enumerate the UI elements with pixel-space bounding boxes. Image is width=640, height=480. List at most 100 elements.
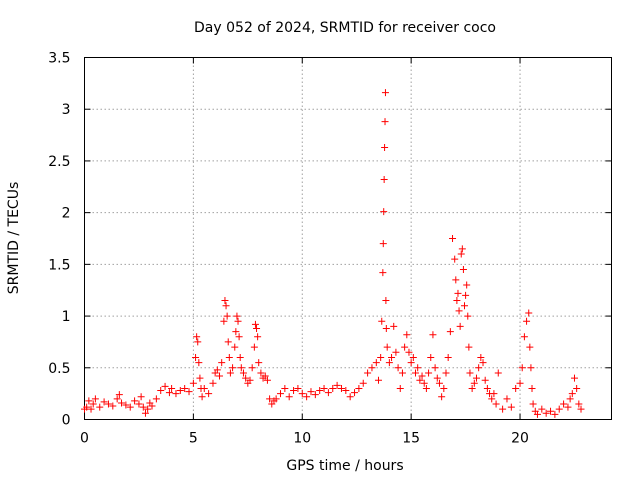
data-point [235, 333, 243, 341]
data-point [351, 389, 359, 397]
data-point [468, 384, 476, 392]
data-point [307, 388, 315, 396]
data-point [122, 401, 130, 409]
data-point [333, 381, 341, 389]
data-point [494, 369, 502, 377]
data-point [380, 176, 388, 184]
data-point [213, 366, 221, 374]
data-point [380, 208, 388, 216]
data-point [276, 390, 284, 398]
data-point [118, 399, 126, 407]
chart-title: Day 052 of 2024, SRMTID for receiver coc… [194, 20, 496, 36]
data-point [374, 376, 382, 384]
data-point [523, 317, 531, 325]
plot-frame [84, 57, 612, 420]
data-point [85, 397, 93, 405]
data-point [205, 390, 213, 398]
data-point [250, 343, 258, 351]
data-point [481, 376, 489, 384]
data-point [137, 393, 145, 401]
data-point [455, 307, 463, 315]
data-point [394, 364, 402, 372]
data-point [459, 266, 467, 274]
data-point [192, 353, 200, 361]
data-point [466, 369, 474, 377]
data-point [165, 389, 173, 397]
data-point [382, 324, 390, 332]
data-point [433, 374, 441, 382]
data-point [438, 393, 446, 401]
data-point [364, 369, 372, 377]
data-point [196, 374, 204, 382]
data-point [181, 384, 189, 392]
data-point [316, 387, 324, 395]
y-tick-label: 2 [62, 206, 71, 222]
data-point [224, 338, 232, 346]
data-point [475, 364, 483, 372]
data-point [229, 364, 237, 372]
data-point [189, 379, 197, 387]
data-point [401, 343, 409, 351]
data-point [236, 353, 244, 361]
data-point [355, 384, 363, 392]
data-point [135, 400, 143, 408]
data-point [91, 395, 99, 403]
data-point [303, 393, 311, 401]
data-point [381, 89, 389, 97]
data-point [470, 379, 478, 387]
data-point [422, 384, 430, 392]
data-point [168, 384, 176, 392]
data-point [139, 403, 147, 411]
data-point [564, 403, 572, 411]
data-point [254, 333, 262, 341]
data-point [412, 369, 420, 377]
data-point [257, 369, 265, 377]
data-point [248, 364, 256, 372]
data-point [298, 390, 306, 398]
data-point [144, 405, 152, 413]
data-point [464, 312, 472, 320]
y-tick-label: 2.5 [48, 154, 70, 170]
data-point [560, 400, 568, 408]
data-point [172, 390, 180, 398]
x-tick-label: 10 [293, 431, 311, 447]
data-point [503, 395, 511, 403]
data-point [126, 403, 134, 411]
data-point [446, 328, 454, 336]
data-point [232, 328, 240, 336]
data-point [320, 384, 328, 392]
data-point [409, 353, 417, 361]
data-point [431, 364, 439, 372]
data-point [231, 343, 239, 351]
data-point [390, 322, 398, 330]
data-point [383, 343, 391, 351]
data-point [176, 387, 184, 395]
data-point [263, 376, 271, 384]
data-point [577, 405, 585, 413]
data-point [516, 379, 524, 387]
data-point [372, 359, 380, 367]
data-point [152, 395, 160, 403]
data-point [194, 338, 202, 346]
data-point [454, 289, 462, 297]
data-point [525, 309, 533, 317]
data-point [193, 333, 201, 341]
data-point [113, 395, 121, 403]
data-point [526, 343, 534, 351]
data-point [575, 400, 583, 408]
data-point [518, 364, 526, 372]
data-point [456, 322, 464, 330]
x-tick-label: 5 [189, 431, 198, 447]
data-point [528, 384, 536, 392]
data-point [462, 291, 470, 299]
data-point [551, 410, 559, 418]
data-point [416, 376, 424, 384]
y-tick-label: 1.5 [48, 257, 70, 273]
data-point [451, 255, 459, 263]
data-point [427, 353, 435, 361]
data-point [555, 405, 563, 413]
data-point [442, 369, 450, 377]
data-point [100, 398, 108, 406]
axes: 0 0.5 1 1.5 2 2.5 3 3.5 0 5 10 15 20 [48, 51, 612, 447]
